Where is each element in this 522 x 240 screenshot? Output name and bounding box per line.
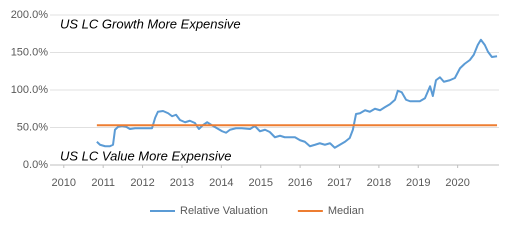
x-tick-label: 2013 xyxy=(170,177,194,189)
legend-label: Median xyxy=(328,205,364,217)
x-tick-label: 2015 xyxy=(248,177,272,189)
x-tick-label: 2012 xyxy=(130,177,154,189)
y-tick-label: 50.0% xyxy=(17,121,48,133)
x-tick-label: 2011 xyxy=(91,177,115,189)
x-tick-label: 2016 xyxy=(288,177,312,189)
y-tick-label: 100.0% xyxy=(11,84,49,96)
x-tick-label: 2018 xyxy=(367,177,391,189)
x-tick-label: 2019 xyxy=(406,177,430,189)
annotation: US LC Growth More Expensive xyxy=(60,16,241,31)
x-tick-label: 2010 xyxy=(52,177,76,189)
y-tick-label: 0.0% xyxy=(23,159,48,171)
x-tick-label: 2020 xyxy=(445,177,469,189)
x-tick-label: 2014 xyxy=(209,177,233,189)
series-line xyxy=(96,38,498,149)
annotation: US LC Value More Expensive xyxy=(60,148,232,163)
y-tick-label: 200.0% xyxy=(11,9,49,21)
legend-label: Relative Valuation xyxy=(180,205,268,217)
x-tick-label: 2017 xyxy=(327,177,351,189)
chart: US LC Growth More Expensive US LC Value … xyxy=(11,9,499,217)
y-tick-label: 150.0% xyxy=(11,46,49,58)
